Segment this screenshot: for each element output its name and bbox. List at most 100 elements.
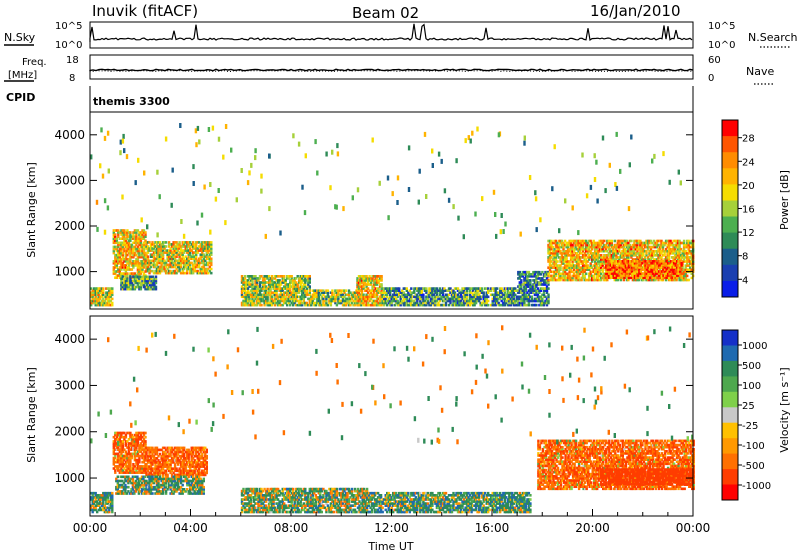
heatmap-cell [581, 249, 585, 253]
heatmap-cell [133, 239, 137, 243]
heatmap-cell [100, 287, 103, 290]
heatmap-cell [534, 196, 538, 202]
heatmap-cell [432, 287, 436, 290]
heatmap-cell [299, 277, 302, 280]
heatmap-cell [585, 264, 588, 267]
heatmap-cell [479, 297, 482, 301]
heatmap-cell [541, 287, 544, 290]
heatmap-cell [208, 257, 211, 261]
heatmap-cell [267, 303, 271, 307]
heatmap-cell [127, 231, 131, 234]
heatmap-cell [152, 251, 156, 254]
heatmap-cell [589, 264, 592, 267]
heatmap-cell [515, 295, 518, 299]
heatmap-cell [393, 287, 396, 290]
heatmap-cell [189, 263, 192, 267]
heatmap-cell [431, 293, 434, 297]
heatmap-cell [633, 258, 636, 261]
heatmap-cell [605, 272, 608, 275]
heatmap-cell [577, 241, 580, 245]
heatmap-cell [102, 287, 105, 290]
heatmap-cell [261, 283, 265, 286]
heatmap-cell [295, 283, 298, 286]
heatmap-cell [429, 287, 433, 290]
heatmap-cell [121, 229, 125, 232]
heatmap-cell [100, 291, 103, 294]
heatmap-cell [594, 256, 597, 259]
heatmap-cell [264, 291, 268, 294]
heatmap-cell [491, 297, 494, 301]
heatmap-cell [263, 295, 266, 299]
heatmap-cell [359, 297, 362, 301]
heatmap-cell [340, 291, 343, 294]
heatmap-cell [605, 262, 608, 265]
heatmap-cell [615, 131, 618, 137]
heatmap-cell [338, 299, 342, 303]
heatmap-cell [417, 303, 420, 307]
heatmap-cell [446, 297, 449, 301]
heatmap-cell [494, 295, 497, 299]
heatmap-cell [151, 263, 154, 267]
heatmap-cell [586, 252, 589, 255]
heatmap-cell [512, 291, 515, 294]
heatmap-cell [322, 297, 325, 301]
heatmap-cell [329, 185, 332, 191]
heatmap-cell [187, 245, 190, 248]
heatmap-cell [172, 243, 175, 246]
heatmap-cell [121, 262, 125, 265]
heatmap-cell [357, 287, 361, 290]
heatmap-cell [133, 231, 137, 234]
heatmap-cell [264, 275, 268, 278]
heatmap-cell [307, 283, 310, 286]
heatmap-cell [115, 245, 118, 249]
heatmap-cell [477, 299, 481, 303]
heatmap-cell [529, 299, 532, 303]
heatmap-cell [124, 287, 128, 291]
heatmap-cell [155, 251, 159, 254]
heatmap-cell [645, 278, 648, 282]
heatmap-cell [286, 285, 289, 288]
heatmap-cell [120, 260, 123, 263]
heatmap-cell [386, 287, 389, 290]
heatmap-cell [144, 235, 147, 238]
heatmap-cell [156, 232, 159, 238]
heatmap-cell [118, 274, 121, 277]
heatmap-cell [527, 275, 531, 278]
heatmap-cell [455, 299, 458, 303]
heatmap-cell [136, 239, 140, 243]
heatmap-cell [196, 249, 199, 252]
heatmap-cell [138, 233, 141, 236]
heatmap-cell [142, 235, 146, 238]
heatmap-cell [465, 303, 469, 307]
heatmap-cell [603, 272, 606, 276]
heatmap-cell [317, 293, 320, 297]
heatmap-cell [193, 247, 196, 250]
heatmap-cell [624, 241, 627, 245]
heatmap-cell [441, 291, 445, 294]
heatmap-cell [369, 277, 373, 280]
heatmap-cell [290, 279, 293, 282]
heatmap-cell [243, 291, 247, 294]
heatmap-cell [623, 264, 626, 267]
heatmap-cell [517, 297, 520, 301]
heatmap-cell [155, 253, 159, 256]
heatmap-cell [431, 148, 434, 154]
heatmap-cell [145, 287, 149, 291]
heatmap-cell [153, 285, 156, 289]
heatmap-cell [341, 303, 345, 307]
heatmap-cell [682, 274, 686, 278]
heatmap-cell [606, 245, 609, 249]
heatmap-cell [435, 293, 439, 297]
heatmap-cell [598, 239, 601, 243]
heatmap-cell [141, 233, 144, 236]
heatmap-cell [138, 285, 141, 289]
heatmap-cell [267, 283, 271, 286]
heatmap-cell [257, 293, 260, 297]
heatmap-cell [334, 301, 337, 305]
heatmap-cell [311, 299, 314, 303]
heatmap-cell [198, 249, 201, 252]
heatmap-cell [121, 264, 125, 267]
heatmap-cell [646, 243, 650, 247]
heatmap-cell [189, 255, 192, 258]
heatmap-cell [562, 247, 565, 251]
